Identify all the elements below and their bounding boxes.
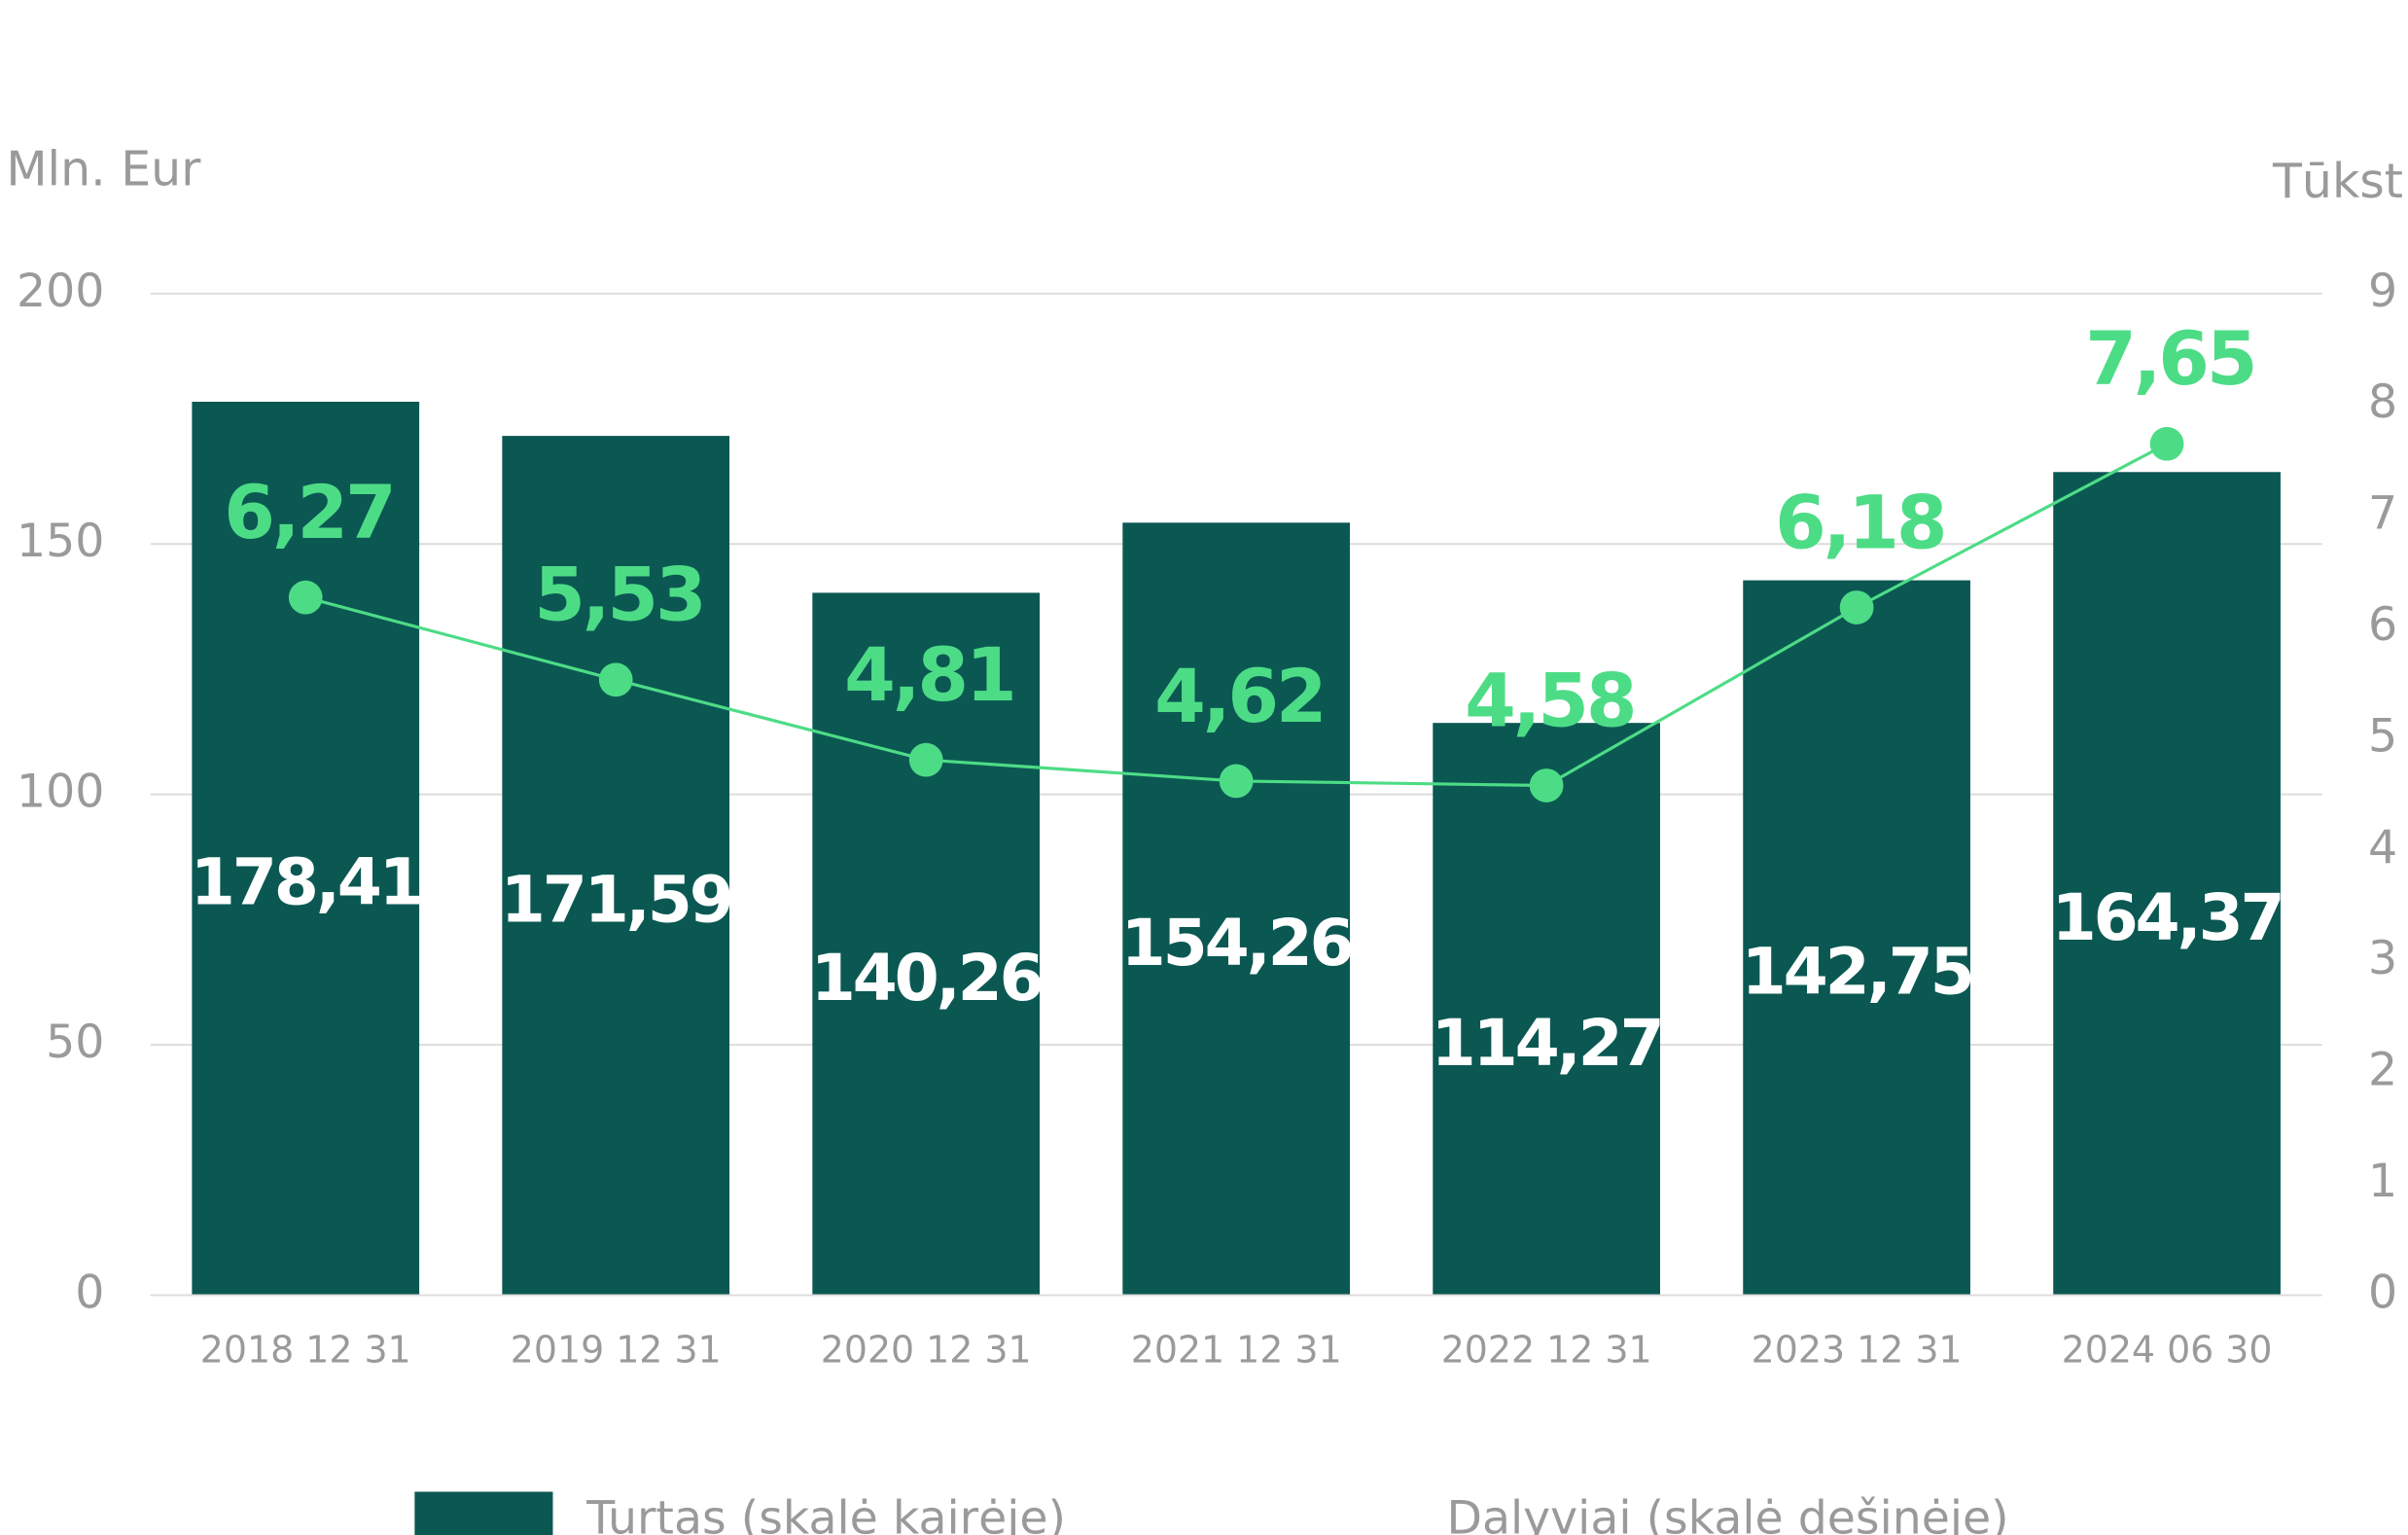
bar-value-label: 114,27 xyxy=(1432,1005,1662,1081)
y2-tick-label: 5 xyxy=(2368,709,2397,763)
line-point xyxy=(908,742,943,777)
y-axis-label: Mln. Eur xyxy=(6,142,201,197)
y2-tick-label: 4 xyxy=(2368,821,2397,875)
x-tick-label: 2023 12 31 xyxy=(1752,1328,1963,1371)
bar-value-label: 164,37 xyxy=(2052,879,2283,955)
bar xyxy=(812,592,1041,1296)
bar xyxy=(502,436,730,1296)
bar-value-label: 154,26 xyxy=(1121,905,1352,981)
line-point xyxy=(598,662,633,697)
bar xyxy=(1433,723,1660,1296)
x-tick-label: 2022 12 31 xyxy=(1441,1328,1652,1371)
y2-tick-label: 6 xyxy=(2368,598,2397,652)
legend-label: Dalyviai (skalė dešinėje) xyxy=(1446,1492,2008,1535)
y2-tick-label: 3 xyxy=(2368,932,2397,985)
legend-swatch xyxy=(414,1491,553,1535)
y2-tick-label: 1 xyxy=(2368,1155,2397,1208)
x-tick-label: 2018 12 31 xyxy=(200,1328,411,1371)
x-tick-label: 2019 12 31 xyxy=(511,1328,722,1371)
line-point xyxy=(2149,426,2184,461)
y2-tick-label: 9 xyxy=(2368,265,2397,318)
y-tick-label: 150 xyxy=(17,515,104,568)
line-point xyxy=(1839,590,1874,625)
bar-value-label: 140,26 xyxy=(811,940,1042,1016)
x-tick-label: 2021 12 31 xyxy=(1131,1328,1342,1371)
line-value-label: 7,65 xyxy=(2085,316,2254,402)
line-value-label: 6,27 xyxy=(224,470,393,555)
line-point xyxy=(288,580,323,615)
line-point xyxy=(1219,764,1254,799)
legend-label: Turtas (skalė kairėje) xyxy=(585,1492,1066,1535)
bar-value-label: 171,59 xyxy=(501,861,731,937)
x-tick-label: 2024 06 30 xyxy=(2062,1328,2273,1371)
y-tick-label: 200 xyxy=(17,265,104,318)
bar xyxy=(192,401,420,1296)
y2-axis-label: Tūkst. xyxy=(2272,154,2408,209)
bar-value-label: 142,75 xyxy=(1742,934,1972,1010)
y2-tick-label: 7 xyxy=(2368,487,2397,541)
line-value-label: 4,62 xyxy=(1154,654,1324,739)
bar-value-label: 178,41 xyxy=(191,844,421,920)
line-value-label: 6,18 xyxy=(1775,480,1944,565)
y2-tick-label: 8 xyxy=(2368,375,2397,429)
y-tick-label: 0 xyxy=(75,1266,104,1319)
bar xyxy=(2053,472,2281,1296)
line-point xyxy=(1529,768,1564,803)
line-value-label: 4,58 xyxy=(1465,658,1634,743)
line-value-label: 4,81 xyxy=(844,632,1013,718)
bar xyxy=(1743,580,1970,1296)
bar xyxy=(1122,522,1351,1296)
y2-tick-label: 0 xyxy=(2368,1266,2397,1319)
y2-tick-label: 2 xyxy=(2368,1044,2397,1097)
y-tick-label: 50 xyxy=(46,1016,104,1069)
line-value-label: 5,53 xyxy=(534,553,703,638)
x-tick-label: 2020 12 31 xyxy=(821,1328,1032,1371)
y-tick-label: 100 xyxy=(17,766,104,819)
